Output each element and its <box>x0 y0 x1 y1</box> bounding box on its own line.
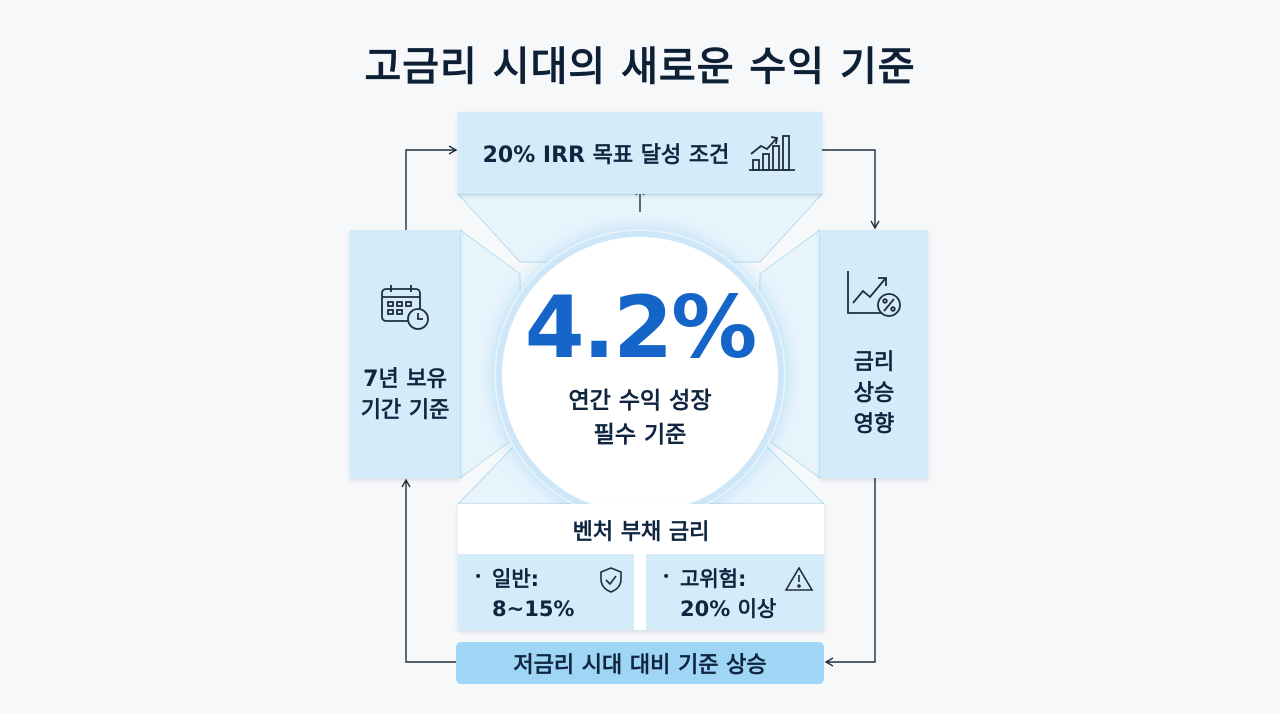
rate-impact-box: 금리 상승 영향 <box>820 230 928 478</box>
warning-triangle-icon <box>784 566 814 596</box>
arrow-top-to-right <box>822 149 880 230</box>
irr-goal-box: 20% IRR 목표 달성 조건 <box>458 112 822 194</box>
high-risk-rate-text: 고위험: 20% 이상 <box>680 567 777 621</box>
bullet: • <box>662 569 671 585</box>
venture-debt-title: 벤처 부채 금리 <box>572 520 710 545</box>
irr-goal-label: 20% IRR 목표 달성 조건 <box>482 143 730 168</box>
shield-check-icon <box>598 566 624 598</box>
arrow-right-to-footer <box>824 478 876 667</box>
general-rate-text: 일반: 8~15% <box>492 567 575 621</box>
growth-rate-value: 4.2% <box>524 278 758 378</box>
high-risk-rate-cell: • 고위험: 20% 이상 <box>646 554 824 630</box>
page-title: 고금리 시대의 새로운 수익 기준 <box>364 44 916 90</box>
bar-chart-growth-icon <box>747 130 797 176</box>
arrow-left-to-top <box>405 145 458 230</box>
footer-label: 저금리 시대 대비 기준 상승 <box>513 653 767 678</box>
flow-arrows <box>401 145 880 667</box>
venture-debt-box: 벤처 부채 금리 • 일반: 8~15% • 고위험: 20% 이상 <box>458 504 824 630</box>
holding-period-label: 7년 보유 기간 기준 <box>360 367 450 423</box>
holding-period-box: 7년 보유 기간 기준 <box>350 230 460 478</box>
trend-up-percent-icon <box>845 269 903 323</box>
rate-impact-label: 금리 상승 영향 <box>853 349 895 437</box>
bullet: • <box>474 569 483 585</box>
footer-pill: 저금리 시대 대비 기준 상승 <box>456 642 824 684</box>
general-rate-cell: • 일반: 8~15% <box>458 554 634 630</box>
arrow-footer-to-left <box>401 478 456 663</box>
growth-rate-caption: 연간 수익 성장 필수 기준 <box>568 388 712 448</box>
center-circle <box>496 231 784 519</box>
panel-top <box>456 193 824 263</box>
calendar-clock-icon <box>379 282 431 336</box>
